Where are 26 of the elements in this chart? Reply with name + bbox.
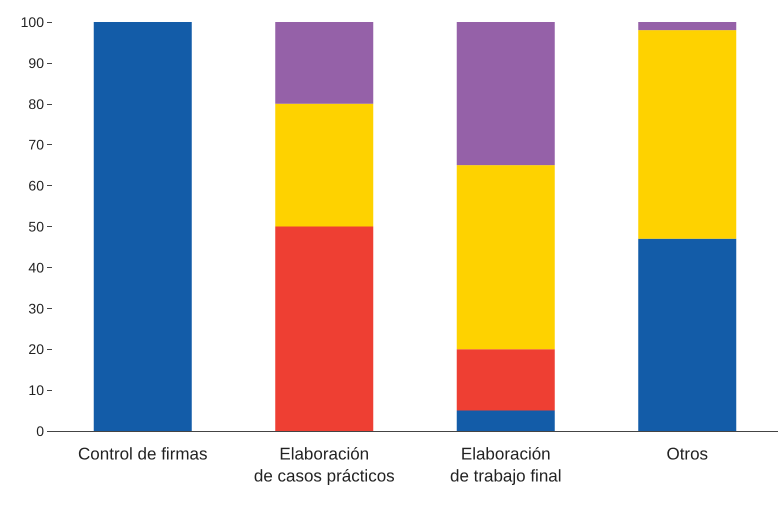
y-tick-label: 30	[28, 300, 44, 316]
bar	[638, 238, 736, 431]
y-tick-label: 90	[28, 54, 44, 71]
bar	[275, 226, 374, 431]
y-tick-label: 10	[28, 382, 44, 398]
bar	[456, 410, 555, 431]
bar	[275, 104, 374, 226]
x-tick-label: Elaboración de trabajo final	[450, 444, 562, 486]
bar	[638, 30, 736, 239]
x-tick-label: Elaboración de casos prácticos	[254, 444, 395, 486]
bar	[456, 165, 555, 350]
x-tick-label: Control de firmas	[78, 444, 208, 464]
bar	[456, 349, 555, 411]
bar	[638, 22, 736, 30]
y-tick-label: 60	[28, 178, 44, 194]
y-tick-label: 80	[28, 96, 44, 112]
y-tick-label: 100	[20, 14, 44, 30]
bar	[275, 22, 374, 104]
bar	[94, 22, 192, 431]
x-tick-label: Otros	[666, 444, 708, 464]
y-tick-label: 40	[28, 259, 44, 276]
y-tick-label: 0	[36, 423, 44, 439]
y-tick-label: 50	[28, 218, 44, 234]
y-tick-label: 20	[28, 341, 44, 358]
bar	[456, 22, 555, 166]
y-tick-label: 70	[28, 136, 44, 153]
